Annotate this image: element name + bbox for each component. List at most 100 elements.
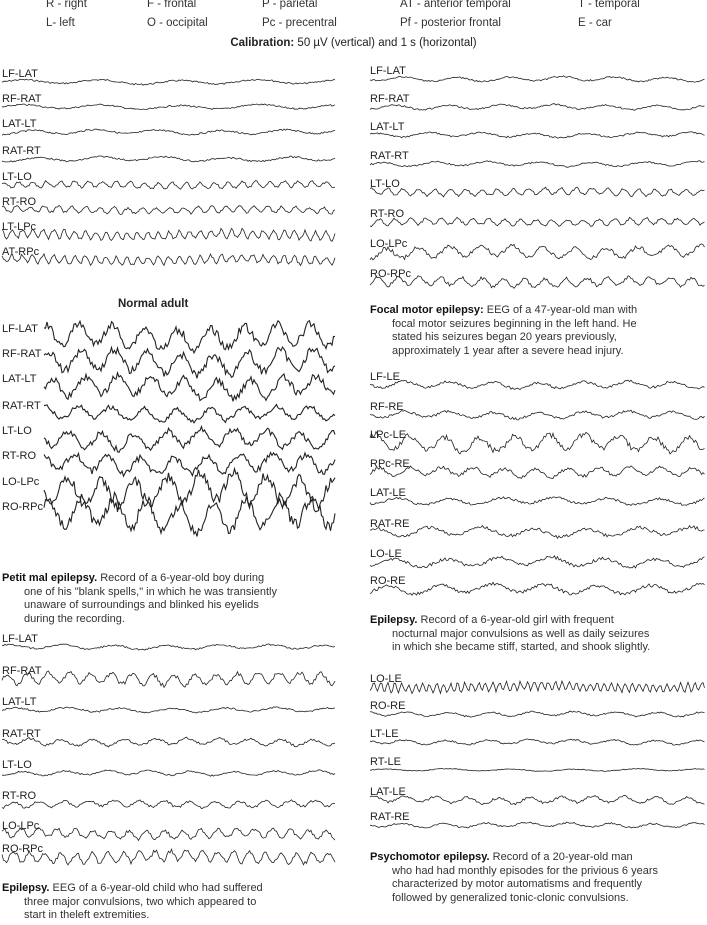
caption-psychomotor: Psychomotor epilepsy. Record of a 20-yea… bbox=[370, 851, 707, 905]
eeg-trace bbox=[1, 180, 336, 190]
channel-label: LT-LO bbox=[2, 171, 32, 183]
caption-title: Focal motor epilepsy: bbox=[370, 304, 484, 316]
channel-label: RAT-RT bbox=[2, 145, 41, 157]
caption-title: Petit mal epilepsy. bbox=[2, 572, 98, 584]
abbr-item: P - parietal bbox=[262, 0, 318, 10]
caption-line: stated his seizures began 20 years previ… bbox=[392, 331, 617, 343]
eeg-trace bbox=[369, 379, 705, 391]
channel-label: LO-LPc bbox=[2, 476, 40, 488]
eeg-trace bbox=[369, 160, 705, 168]
channel-label: LAT-LE bbox=[370, 487, 406, 499]
eeg-trace bbox=[369, 243, 705, 261]
caption-focal-motor: Focal motor epilepsy: EEG of a 47-year-o… bbox=[370, 304, 707, 358]
channel-label: LAT-LT bbox=[2, 118, 37, 130]
eeg-trace bbox=[1, 128, 336, 136]
abbr-item: Pf - posterior frontal bbox=[400, 17, 501, 29]
eeg-trace bbox=[369, 430, 705, 455]
eeg-trace bbox=[1, 799, 336, 810]
channel-label: LF-LE bbox=[370, 371, 400, 383]
eeg-trace bbox=[369, 738, 705, 746]
eeg-trace bbox=[1, 736, 336, 748]
eeg-trace bbox=[2, 103, 336, 111]
eeg-trace bbox=[369, 216, 705, 227]
caption-line: nocturnal major convulsions as well as d… bbox=[392, 627, 650, 640]
channel-label: LO-LPc bbox=[2, 820, 40, 832]
channel-label: RO-RE bbox=[370, 700, 406, 712]
panel-title-normal: Normal adult bbox=[118, 298, 189, 310]
abbr-item: Pc - precentral bbox=[262, 17, 337, 29]
eeg-trace bbox=[43, 466, 336, 513]
eeg-trace bbox=[43, 370, 336, 402]
channel-label: RF-RAT bbox=[2, 93, 42, 105]
channel-label: RT-RO bbox=[2, 450, 37, 462]
eeg-trace bbox=[369, 710, 705, 718]
channel-label: RF-RE bbox=[370, 401, 404, 413]
channel-label: AT-RPc bbox=[2, 246, 40, 258]
eeg-trace bbox=[369, 103, 705, 111]
channel-label: RT-RO bbox=[370, 208, 405, 220]
channel-label: LF-LAT bbox=[370, 65, 406, 77]
channel-label: LT-LO bbox=[2, 759, 32, 771]
caption-line: focal motor seizures beginning in the le… bbox=[392, 317, 637, 330]
channel-label: RF-RAT bbox=[2, 665, 42, 677]
eeg-trace bbox=[2, 769, 336, 777]
caption-epilepsy-girl: Epilepsy. Record of a 6-year-old girl wi… bbox=[370, 614, 707, 655]
eeg-trace bbox=[369, 679, 705, 695]
caption-title: Epilepsy. bbox=[2, 882, 50, 894]
channel-label: RAT-RT bbox=[2, 728, 41, 740]
caption-title: Epilepsy. bbox=[370, 614, 418, 626]
caption-line: EEG of a 47-year-old man with bbox=[483, 304, 638, 316]
channel-label: LAT-LT bbox=[370, 121, 405, 133]
eeg-trace bbox=[369, 794, 705, 806]
eeg-trace bbox=[1, 670, 336, 689]
eeg-trace bbox=[1, 848, 336, 866]
channel-label: LPc-LE bbox=[370, 429, 407, 441]
channel-label: RAT-RE bbox=[370, 518, 410, 530]
channel-label: RAT-RE bbox=[370, 811, 410, 823]
eeg-trace bbox=[43, 345, 336, 379]
eeg-trace bbox=[369, 75, 705, 83]
eeg-trace bbox=[1, 155, 336, 163]
eeg-trace bbox=[369, 275, 705, 289]
eeg-trace bbox=[1, 706, 336, 714]
channel-label: RT-RO bbox=[2, 790, 37, 802]
eeg-trace bbox=[1, 227, 336, 243]
eeg-trace bbox=[369, 186, 705, 198]
channel-label: RPc-RE bbox=[370, 458, 410, 470]
channel-label: RO-RPc bbox=[2, 501, 43, 513]
eeg-trace bbox=[43, 451, 336, 478]
caption-title: Psychomotor epilepsy. bbox=[370, 851, 490, 863]
channel-label: LF-LAT bbox=[2, 633, 38, 645]
abbr-item: F - frontal bbox=[147, 0, 197, 10]
channel-label: LO-LE bbox=[370, 548, 402, 560]
channel-label: LAT-LT bbox=[2, 696, 37, 708]
channel-label: RO-RPc bbox=[370, 268, 411, 280]
channel-label: RAT-RT bbox=[2, 400, 41, 412]
channel-label: LT-LO bbox=[370, 178, 400, 190]
eeg-trace bbox=[43, 319, 336, 355]
eeg-trace bbox=[369, 409, 705, 421]
eeg-trace bbox=[369, 524, 705, 540]
channel-label: RT-RO bbox=[2, 196, 37, 208]
caption-line: during the recording. bbox=[24, 612, 125, 625]
eeg-trace bbox=[43, 424, 336, 453]
caption-line: Record of a 20-year-old man bbox=[489, 851, 633, 863]
channel-label: LAT-LT bbox=[2, 373, 37, 385]
channel-label: RF-RAT bbox=[370, 93, 410, 105]
channel-label: LO-LE bbox=[370, 673, 402, 685]
calibration-note: Calibration: 50 µV (vertical) and 1 s (h… bbox=[0, 37, 707, 49]
eeg-trace bbox=[1, 252, 336, 267]
eeg-trace bbox=[369, 767, 705, 772]
channel-label: RT-LE bbox=[370, 756, 401, 768]
eeg-trace bbox=[1, 643, 336, 651]
caption-line: approximately 1 year after a severe head… bbox=[392, 344, 624, 357]
channel-label: RF-RAT bbox=[2, 348, 42, 360]
caption-line: followed by generalized tonic-clonic con… bbox=[392, 891, 629, 904]
channel-label: LO-LPc bbox=[370, 238, 408, 250]
caption-line: characterized by motor automatisms and f… bbox=[392, 878, 643, 890]
eeg-trace bbox=[369, 821, 705, 829]
eeg-trace bbox=[369, 465, 705, 479]
caption-line: in which she became stiff, started, and … bbox=[392, 641, 651, 653]
abbr-item: T - temporal bbox=[578, 0, 640, 10]
